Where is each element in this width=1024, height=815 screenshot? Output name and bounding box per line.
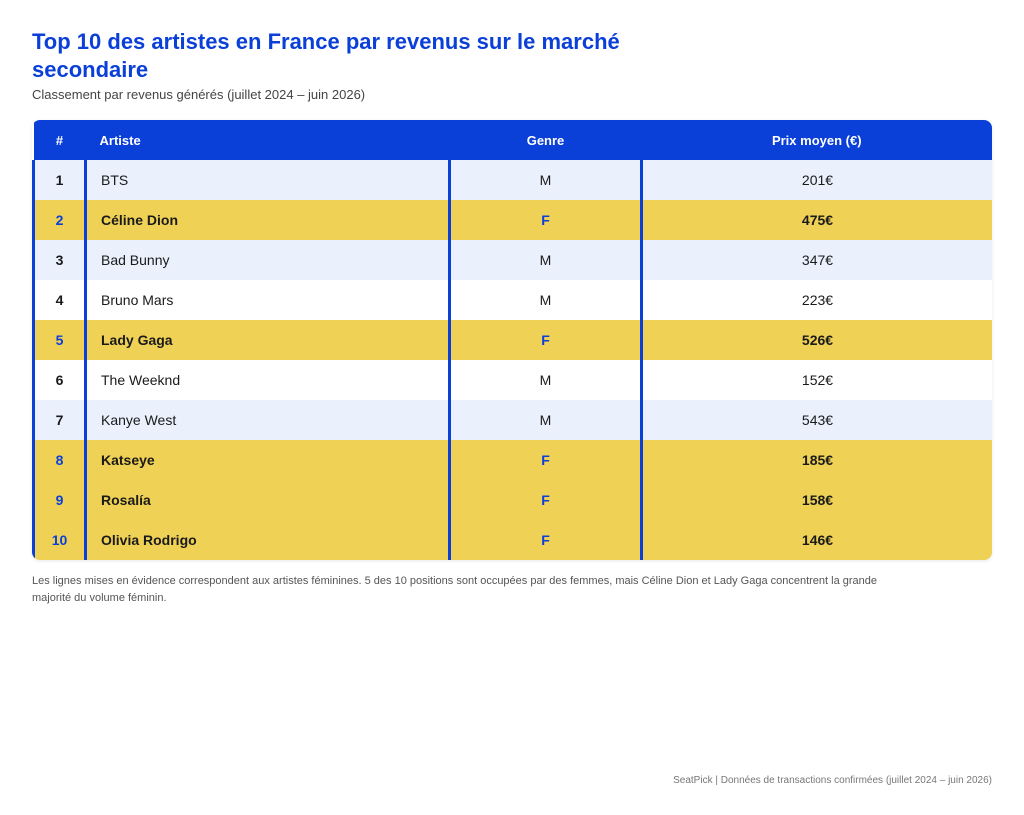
footnote: Les lignes mises en évidence corresponde… xyxy=(32,575,878,604)
table-row: 3 Bad Bunny M 347€ xyxy=(32,240,992,280)
ranking-table-container: # Artiste Genre Prix moyen (€) 1 BTS M 201€… xyxy=(32,120,992,560)
table-row: 7 Kanye West M 543€ xyxy=(32,400,992,440)
table-row: 5 Lady Gaga F 526€ xyxy=(32,320,992,360)
cell-rank: 2 xyxy=(32,200,86,240)
cell-genre: M xyxy=(448,280,642,320)
cell-price: 201€ xyxy=(640,160,992,200)
table-body: 1 BTS M 201€ 2 Céline Dion F 475€ 3 Bad Bunny M 347… xyxy=(32,160,992,560)
cell-rank: 9 xyxy=(32,480,86,520)
cell-artist: Lady Gaga xyxy=(84,320,450,360)
header-row: # Artiste Genre Prix moyen (€) xyxy=(33,120,992,160)
cell-rank: 6 xyxy=(32,360,86,400)
cell-artist: Katseye xyxy=(84,440,450,480)
column-header-price: Prix moyen (€) xyxy=(641,120,992,160)
cell-genre: F xyxy=(448,440,642,480)
cell-rank: 1 xyxy=(32,160,86,200)
table-row: 2 Céline Dion F 475€ xyxy=(32,200,992,240)
table-header: # Artiste Genre Prix moyen (€) xyxy=(33,120,992,160)
cell-artist: Rosalía xyxy=(84,480,450,520)
column-header-genre: Genre xyxy=(449,120,642,160)
table-row: 6 The Weeknd M 152€ xyxy=(32,360,992,400)
cell-price: 475€ xyxy=(640,200,992,240)
cell-artist: Céline Dion xyxy=(84,200,450,240)
cell-rank: 4 xyxy=(32,280,86,320)
cell-rank: 10 xyxy=(32,520,86,560)
cell-genre: F xyxy=(448,320,642,360)
cell-price: 526€ xyxy=(640,320,992,360)
cell-genre: F xyxy=(448,480,642,520)
table-row: 10 Olivia Rodrigo F 146€ xyxy=(32,520,992,560)
cell-price: 223€ xyxy=(640,280,992,320)
page-subtitle: Classement par revenus générés (juillet … xyxy=(32,87,366,102)
cell-genre: F xyxy=(448,200,642,240)
column-header-artist: Artiste xyxy=(85,120,450,160)
column-header-rank: # xyxy=(33,120,86,160)
table-row: 1 BTS M 201€ xyxy=(32,160,992,200)
cell-artist: Bruno Mars xyxy=(84,280,450,320)
cell-artist: Kanye West xyxy=(84,400,450,440)
cell-artist: The Weeknd xyxy=(84,360,450,400)
table-row: 8 Katseye F 185€ xyxy=(32,440,992,480)
cell-rank: 3 xyxy=(32,240,86,280)
cell-genre: M xyxy=(448,360,642,400)
cell-artist: Bad Bunny xyxy=(84,240,450,280)
cell-price: 158€ xyxy=(640,480,992,520)
cell-genre: F xyxy=(448,520,642,560)
page-title: Top 10 des artistes en France par revenu… xyxy=(32,29,620,82)
cell-rank: 7 xyxy=(32,400,86,440)
ranking-table: # Artiste Genre Prix moyen (€) 1 BTS M 201€… xyxy=(32,120,992,560)
cell-genre: M xyxy=(448,400,642,440)
cell-price: 347€ xyxy=(640,240,992,280)
cell-price: 152€ xyxy=(640,360,992,400)
cell-price: 543€ xyxy=(640,400,992,440)
cell-rank: 5 xyxy=(32,320,86,360)
cell-artist: BTS xyxy=(84,160,450,200)
cell-rank: 8 xyxy=(32,440,86,480)
table-row: 9 Rosalía F 158€ xyxy=(32,480,992,520)
cell-price: 185€ xyxy=(640,440,992,480)
cell-genre: M xyxy=(448,240,642,280)
cell-genre: M xyxy=(448,160,642,200)
cell-price: 146€ xyxy=(640,520,992,560)
table-row: 4 Bruno Mars M 223€ xyxy=(32,280,992,320)
cell-artist: Olivia Rodrigo xyxy=(84,520,450,560)
source-credit: SeatPick | Données de transactions confi… xyxy=(673,775,992,786)
